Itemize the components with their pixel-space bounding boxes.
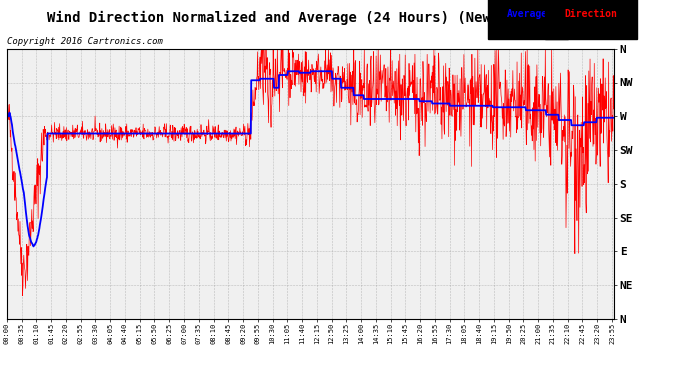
Text: Wind Direction Normalized and Average (24 Hours) (New) 20160131: Wind Direction Normalized and Average (2… <box>47 11 574 26</box>
Text: Direction: Direction <box>564 9 618 20</box>
Text: Average: Average <box>507 9 549 20</box>
Text: Copyright 2016 Cartronics.com: Copyright 2016 Cartronics.com <box>7 38 163 46</box>
